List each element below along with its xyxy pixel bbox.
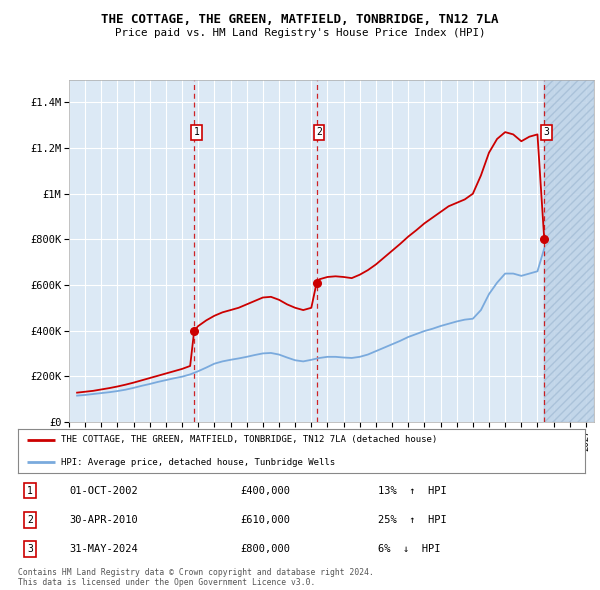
Text: HPI: Average price, detached house, Tunbridge Wells: HPI: Average price, detached house, Tunb… [61,458,335,467]
Text: THE COTTAGE, THE GREEN, MATFIELD, TONBRIDGE, TN12 7LA: THE COTTAGE, THE GREEN, MATFIELD, TONBRI… [101,13,499,26]
Text: 30-APR-2010: 30-APR-2010 [69,515,138,525]
Text: 31-MAY-2024: 31-MAY-2024 [69,544,138,554]
Text: 1: 1 [194,127,200,137]
Text: 13%  ↑  HPI: 13% ↑ HPI [378,486,447,496]
Text: THE COTTAGE, THE GREEN, MATFIELD, TONBRIDGE, TN12 7LA (detached house): THE COTTAGE, THE GREEN, MATFIELD, TONBRI… [61,435,437,444]
Text: 3: 3 [544,127,550,137]
Text: 1: 1 [27,486,33,496]
Text: 6%  ↓  HPI: 6% ↓ HPI [378,544,440,554]
Text: £800,000: £800,000 [240,544,290,554]
Text: 3: 3 [27,544,33,554]
Text: £610,000: £610,000 [240,515,290,525]
Text: 01-OCT-2002: 01-OCT-2002 [69,486,138,496]
Bar [544,80,594,422]
Text: £400,000: £400,000 [240,486,290,496]
Text: 25%  ↑  HPI: 25% ↑ HPI [378,515,447,525]
Text: 2: 2 [316,127,322,137]
Text: Contains HM Land Registry data © Crown copyright and database right 2024.
This d: Contains HM Land Registry data © Crown c… [18,568,374,587]
Text: 2: 2 [27,515,33,525]
Text: Price paid vs. HM Land Registry's House Price Index (HPI): Price paid vs. HM Land Registry's House … [115,28,485,38]
